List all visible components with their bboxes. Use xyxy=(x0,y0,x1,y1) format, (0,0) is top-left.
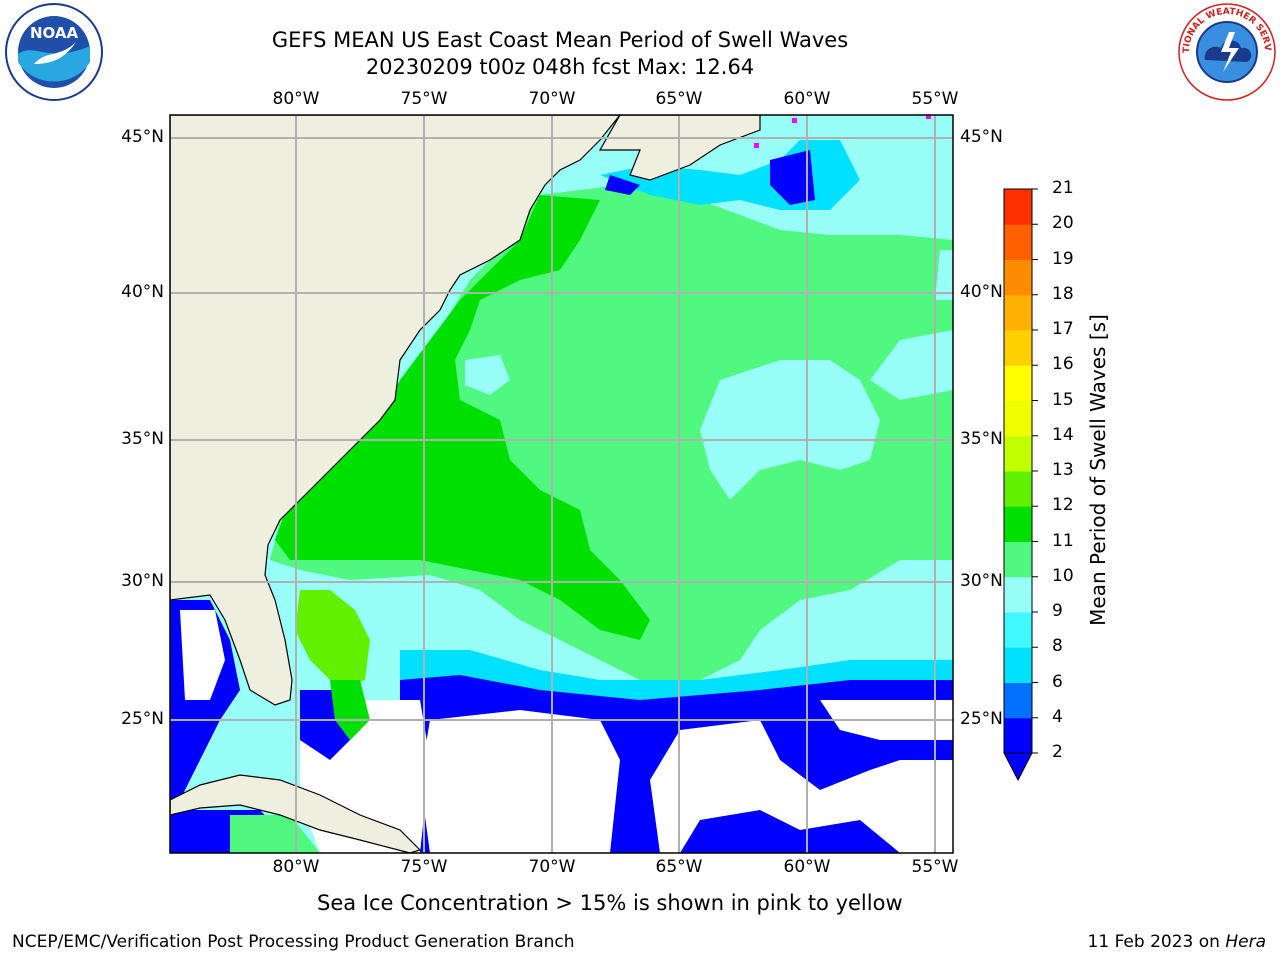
lon-label-top: 75°W xyxy=(400,89,448,109)
colorbar-tick-label: 19 xyxy=(1052,248,1074,269)
colorbar-tick-label: 16 xyxy=(1052,354,1074,375)
colorbar-swatch xyxy=(1004,717,1032,754)
map-gridlines xyxy=(170,115,953,853)
swell-10-11-region xyxy=(275,195,650,640)
footer-date: 11 Feb 2023 on Hera xyxy=(1088,932,1266,952)
svg-text:NOAA: NOAA xyxy=(30,24,79,42)
lon-label-bottom: 55°W xyxy=(911,857,959,877)
colorbar-tick-label: 17 xyxy=(1052,319,1074,339)
colorbar-swatch xyxy=(1004,576,1032,613)
land-east-coast xyxy=(170,115,621,706)
colorbar-swatch xyxy=(1004,612,1032,648)
lon-label-bottom: 60°W xyxy=(783,857,831,877)
lon-label-bottom: 65°W xyxy=(655,857,703,877)
colorbar-swatch xyxy=(1004,294,1032,331)
lat-label-left: 35°N xyxy=(121,429,164,449)
colorbar-swatch xyxy=(1004,365,1032,401)
lon-label-top: 65°W xyxy=(655,89,703,109)
lon-label-bottom: 75°W xyxy=(400,857,448,877)
lat-label-left: 40°N xyxy=(121,282,164,302)
lat-label-right: 25°N xyxy=(960,709,1003,729)
colorbar-swatch xyxy=(1004,506,1032,542)
lon-label-top: 55°W xyxy=(911,89,959,109)
chart-title: GEFS MEAN US East Coast Mean Period of S… xyxy=(271,28,849,52)
lon-label-bottom: 80°W xyxy=(272,857,320,877)
colorbar-tick-label: 20 xyxy=(1052,213,1074,234)
colorbar-tick-label: 6 xyxy=(1052,671,1063,692)
lat-label-left: 25°N xyxy=(121,709,164,729)
footer-date-text: 11 Feb 2023 on xyxy=(1087,932,1226,952)
colorbar-tick-label: 15 xyxy=(1052,389,1074,410)
colorbar-frame xyxy=(1003,188,1033,754)
colorbar-swatch xyxy=(1004,435,1032,472)
colorbar-tick-label: 21 xyxy=(1052,178,1074,198)
map-field xyxy=(170,115,953,853)
colorbar-swatch xyxy=(1004,400,1032,437)
lat-label-left: 30°N xyxy=(121,571,164,591)
colorbar-tick-label: 11 xyxy=(1052,530,1074,551)
lat-label-right: 35°N xyxy=(960,429,1003,449)
colorbar-swatch xyxy=(1004,471,1032,507)
colorbar-swatch xyxy=(1004,330,1032,366)
colorbar-label: Mean Period of Swell Waves [s] xyxy=(1086,314,1110,626)
colorbar-tick-label: 10 xyxy=(1052,565,1074,586)
colorbar-swatch xyxy=(1004,541,1032,578)
colorbar-swatch xyxy=(1004,259,1032,296)
footer-host: Hera xyxy=(1225,932,1266,952)
colorbar-tick-label: 8 xyxy=(1052,636,1063,657)
colorbar-tick-label: 12 xyxy=(1052,495,1074,516)
nws-logo-icon: NATIONAL WEATHER SERVICE xyxy=(1177,2,1276,101)
colorbar-tick-label: 2 xyxy=(1052,742,1063,762)
noaa-logo-icon: NOAA xyxy=(5,3,103,101)
chart-subtitle-run: 20230209 t00z 048h fcst Max: 12.64 xyxy=(365,55,755,79)
lat-label-right: 45°N xyxy=(960,127,1003,147)
sea-ice-note: Sea Ice Concentration > 15% is shown in … xyxy=(317,891,903,915)
colorbar-tick-label: 14 xyxy=(1052,424,1074,445)
colorbar-extend-triangle xyxy=(1003,752,1033,782)
sea-ice-marker xyxy=(792,118,797,123)
lon-label-top: 80°W xyxy=(272,89,320,109)
map-frame xyxy=(169,114,954,854)
footer-credit: NCEP/EMC/Verification Post Processing Pr… xyxy=(12,932,575,952)
lon-label-top: 70°W xyxy=(528,89,576,109)
colorbar-tick-label: 9 xyxy=(1052,601,1063,621)
colorbar-tick-label: 13 xyxy=(1052,460,1074,480)
colorbar-swatch xyxy=(1004,224,1032,260)
lon-label-bottom: 70°W xyxy=(528,857,576,877)
lat-label-right: 30°N xyxy=(960,571,1003,591)
colorbar-tick-label: 4 xyxy=(1052,706,1063,727)
lon-label-top: 60°W xyxy=(783,89,831,109)
colorbar-swatch xyxy=(1004,682,1032,719)
colorbar-tick-label: 18 xyxy=(1052,283,1074,304)
lat-label-right: 40°N xyxy=(960,282,1003,302)
colorbar-swatch xyxy=(1004,647,1032,683)
colorbar-swatch xyxy=(1004,189,1032,225)
lat-label-left: 45°N xyxy=(121,127,164,147)
